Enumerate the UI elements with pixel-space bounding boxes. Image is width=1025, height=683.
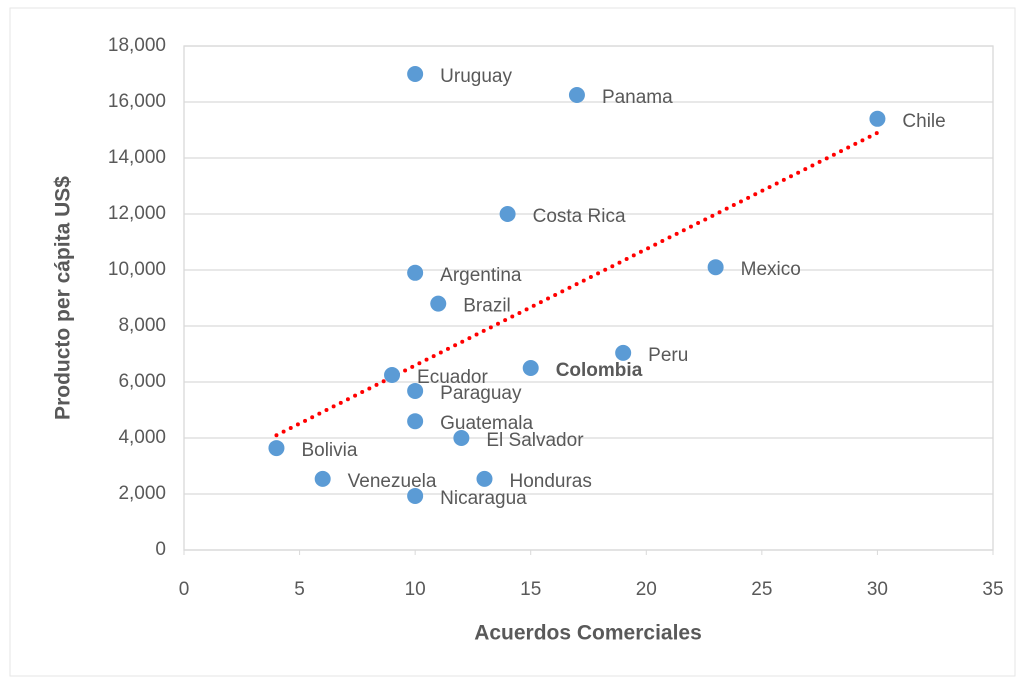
plot-frame	[183, 45, 994, 551]
point-label: Brazil	[463, 296, 511, 317]
point-label: Peru	[648, 345, 688, 366]
y-tick-label: 0	[155, 539, 166, 560]
point	[476, 470, 493, 487]
point	[407, 487, 424, 504]
point-label: Argentina	[440, 265, 522, 286]
x-axis-title: Acuerdos Comerciales	[474, 622, 702, 645]
point	[499, 206, 516, 222]
x-tick-label: 25	[751, 579, 772, 600]
point	[407, 413, 424, 430]
point	[869, 110, 886, 127]
chart-frame	[9, 7, 1016, 677]
point	[522, 360, 539, 376]
point-label: Chile	[902, 111, 945, 132]
y-tick-label: 16,000	[108, 91, 166, 112]
point	[314, 470, 331, 487]
y-axis-title: Producto per cápita US$	[52, 176, 75, 420]
x-tick-label: 30	[867, 579, 888, 600]
point-label: Mexico	[741, 259, 801, 280]
point-label: Panama	[602, 87, 673, 108]
x-tick-label: 0	[179, 579, 190, 600]
point-label: Guatemala	[440, 413, 533, 434]
point	[407, 66, 424, 82]
point-label: Colombia	[556, 360, 643, 381]
point-label: Venezuela	[348, 471, 437, 492]
point	[453, 430, 470, 446]
x-tick-label: 15	[520, 579, 541, 600]
point	[384, 367, 401, 383]
point	[430, 295, 447, 312]
x-tick-label: 10	[405, 579, 426, 600]
point	[707, 259, 724, 276]
x-tick-label: 35	[982, 579, 1003, 600]
point-label: El Salvador	[486, 430, 584, 451]
y-tick-label: 12,000	[108, 203, 166, 224]
point	[568, 87, 585, 103]
point	[615, 344, 632, 361]
point-label: Honduras	[509, 471, 591, 492]
y-tick-label: 2,000	[118, 483, 166, 504]
point-label: Nicaragua	[440, 488, 527, 509]
point	[407, 264, 424, 281]
y-tick-label: 10,000	[108, 259, 166, 280]
x-tick-label: 5	[294, 579, 305, 600]
point-label: Bolivia	[301, 440, 357, 461]
y-tick-label: 8,000	[118, 315, 166, 336]
trendline	[274, 130, 880, 438]
y-tick-label: 6,000	[118, 371, 166, 392]
y-tick-label: 4,000	[118, 427, 166, 448]
y-tick-label: 18,000	[108, 35, 166, 56]
point	[268, 440, 285, 457]
x-tick-label: 20	[636, 579, 657, 600]
point	[407, 382, 424, 399]
point-label: Uruguay	[440, 66, 512, 87]
point-label: Ecuador	[417, 367, 488, 388]
point-label: Costa Rica	[533, 206, 626, 227]
point-label: Paraguay	[440, 383, 522, 404]
y-tick-label: 14,000	[108, 147, 166, 168]
